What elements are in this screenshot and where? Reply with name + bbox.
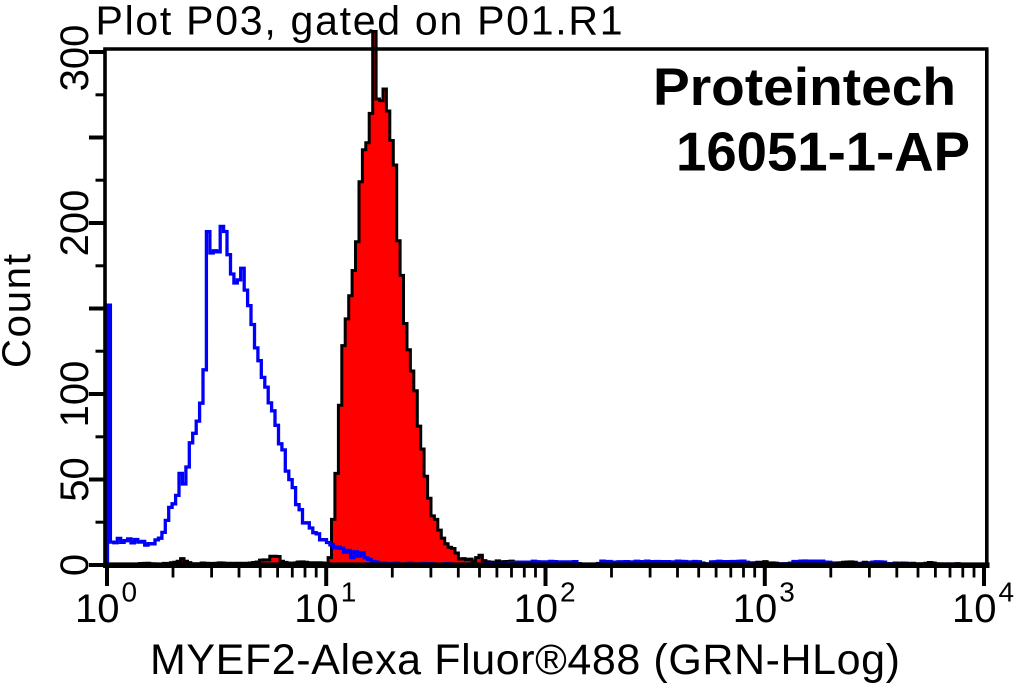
svg-text:300: 300 xyxy=(53,25,97,92)
svg-text:MYEF2-Alexa Fluor®488 (GRN-HLo: MYEF2-Alexa Fluor®488 (GRN-HLog) xyxy=(150,636,900,684)
svg-text:50: 50 xyxy=(53,457,97,502)
svg-text:Plot P03, gated on P01.R1: Plot P03, gated on P01.R1 xyxy=(96,0,623,44)
svg-text:100: 100 xyxy=(53,361,97,428)
svg-text:200: 200 xyxy=(53,190,97,257)
svg-text:Proteintech: Proteintech xyxy=(653,58,956,117)
svg-text:16051-1-AP: 16051-1-AP xyxy=(676,121,970,183)
svg-text:0: 0 xyxy=(53,554,97,576)
svg-text:Count: Count xyxy=(0,254,39,368)
